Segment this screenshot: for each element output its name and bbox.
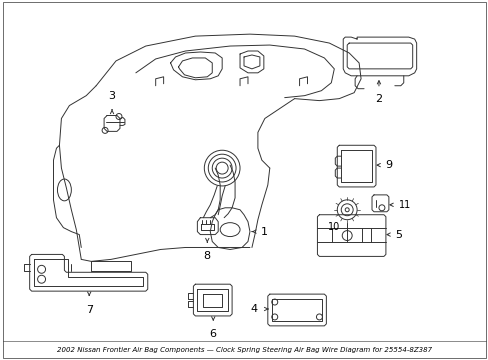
Text: 11: 11: [398, 200, 410, 210]
Text: 9: 9: [384, 160, 391, 170]
Text: 7: 7: [85, 305, 93, 315]
Text: 2002 Nissan Frontier Air Bag Components — Clock Spring Steering Air Bag Wire Dia: 2002 Nissan Frontier Air Bag Components …: [57, 347, 431, 353]
Text: 6: 6: [209, 329, 216, 339]
Text: 3: 3: [108, 91, 115, 100]
Text: 4: 4: [250, 304, 257, 314]
Text: 10: 10: [327, 222, 340, 232]
Text: 1: 1: [260, 226, 267, 237]
Text: 8: 8: [203, 251, 210, 261]
Text: 5: 5: [394, 230, 401, 239]
Text: 2: 2: [375, 94, 382, 104]
